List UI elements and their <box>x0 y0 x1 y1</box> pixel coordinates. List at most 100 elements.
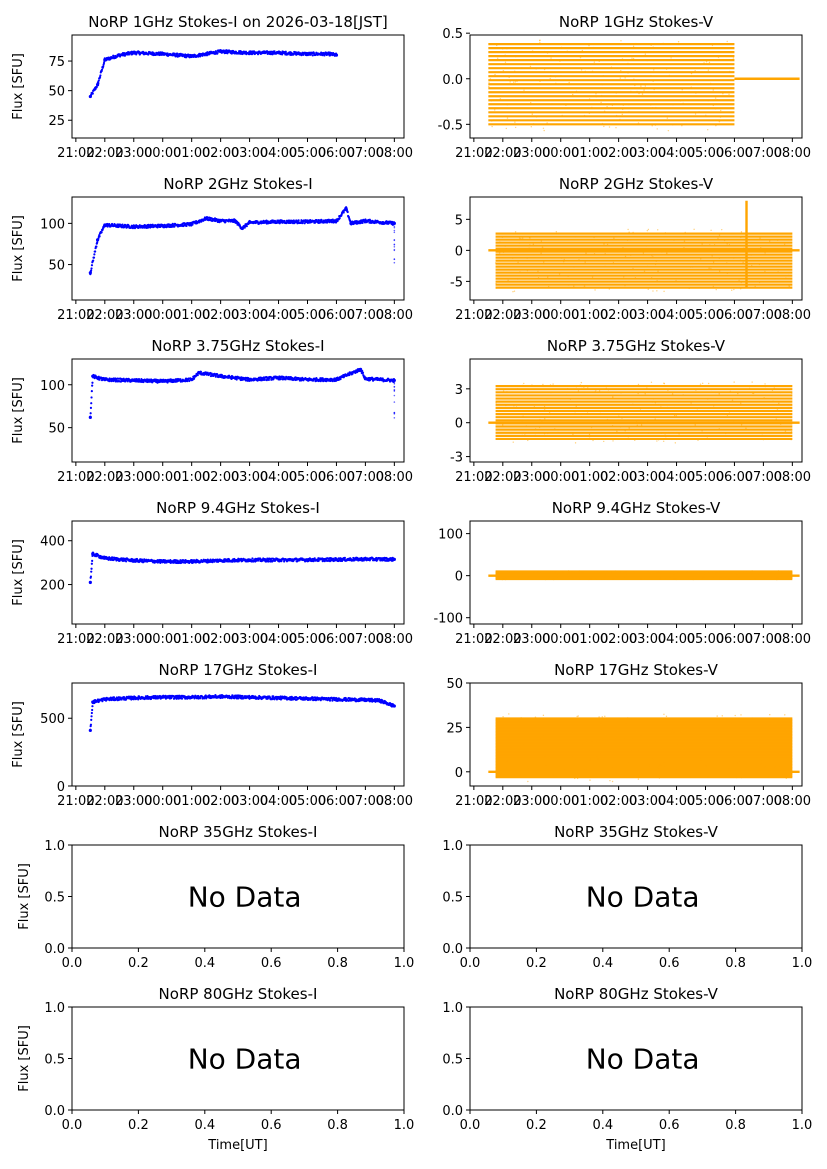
x-tick-label: 08:00 <box>774 632 811 647</box>
data-point <box>638 92 640 95</box>
data-point <box>622 108 624 111</box>
y-tick-label: 100 <box>438 528 463 543</box>
data-point <box>634 439 636 441</box>
data-point <box>673 414 676 417</box>
data-point <box>651 107 654 109</box>
data-point <box>507 279 509 282</box>
data-point <box>535 116 538 118</box>
data-point <box>547 576 550 579</box>
data-point <box>525 572 527 574</box>
data-point <box>580 69 583 71</box>
data-point <box>550 75 552 77</box>
data-point <box>603 243 605 245</box>
data-point <box>749 578 751 580</box>
data-point <box>627 578 629 580</box>
x-tick-label: 22:00 <box>86 470 123 485</box>
x-tick-label: 21:00 <box>455 632 492 647</box>
data-point <box>497 57 499 60</box>
data-point <box>615 570 617 573</box>
data-point <box>654 401 657 404</box>
y-tick-label: -5 <box>450 275 463 290</box>
data-point <box>89 412 92 415</box>
x-tick-label: 06:00 <box>318 794 355 809</box>
data-point <box>718 427 720 430</box>
data-point <box>563 258 565 261</box>
data-point <box>717 56 720 58</box>
data-point <box>771 576 773 578</box>
data-point <box>504 245 506 247</box>
data-point <box>190 54 194 58</box>
data-point <box>518 237 521 239</box>
data-point <box>263 378 266 381</box>
data-point <box>393 225 396 228</box>
data-point <box>650 276 653 279</box>
data-point <box>494 51 497 53</box>
plot-area <box>88 48 339 99</box>
x-tick-label: 07:00 <box>745 632 782 647</box>
data-point <box>511 257 514 259</box>
data-point <box>578 274 580 277</box>
data-point <box>527 439 529 442</box>
data-point <box>344 206 348 211</box>
data-point <box>498 252 501 254</box>
data-point <box>204 216 208 221</box>
data-point <box>712 89 714 91</box>
data-point <box>641 93 644 95</box>
y-tick-label: 5 <box>455 213 463 228</box>
data-point <box>640 85 642 87</box>
data-point <box>776 408 779 410</box>
data-point <box>739 259 742 261</box>
x-tick-label: 05:00 <box>289 794 326 809</box>
data-point <box>703 572 705 575</box>
data-point <box>580 416 582 418</box>
data-point <box>516 388 519 390</box>
data-point <box>780 423 782 425</box>
data-point <box>529 244 531 246</box>
data-point <box>619 571 621 573</box>
data-point <box>716 572 719 574</box>
data-point <box>516 80 518 83</box>
data-point <box>697 439 699 441</box>
data-point <box>284 50 287 53</box>
x-tick-label: 05:00 <box>687 470 724 485</box>
data-point <box>305 220 310 224</box>
data-point <box>541 420 543 422</box>
x-tick-label: 23:00 <box>115 794 152 809</box>
data-point <box>190 695 194 699</box>
data-point <box>515 262 517 264</box>
data-point <box>90 269 93 272</box>
data-point <box>707 382 710 385</box>
data-point <box>88 271 92 275</box>
x-tick-label: 08:00 <box>774 470 811 485</box>
data-point <box>651 401 653 403</box>
data-point <box>621 58 624 60</box>
data-point <box>656 128 658 130</box>
data-point <box>91 708 94 712</box>
x-tick-label: 00:00 <box>542 470 579 485</box>
data-point <box>684 231 686 234</box>
data-point <box>647 228 650 231</box>
y-axis-label: Flux [SFU] <box>11 539 26 606</box>
data-point <box>103 223 107 227</box>
data-point <box>521 67 523 69</box>
data-point <box>554 76 557 78</box>
data-point <box>494 75 496 77</box>
plot-area <box>88 551 396 585</box>
data-point <box>729 390 732 393</box>
data-point <box>91 381 94 384</box>
x-tick-label: 03:00 <box>629 632 666 647</box>
data-point <box>310 558 313 561</box>
data-point <box>520 578 523 580</box>
y-tick-label: 75 <box>48 55 65 70</box>
data-point <box>267 378 270 382</box>
data-point <box>588 112 591 114</box>
data-point <box>696 413 699 416</box>
data-point <box>499 241 501 243</box>
plot-area <box>88 694 396 733</box>
data-point <box>637 392 639 395</box>
data-point <box>185 224 188 228</box>
data-point <box>646 387 648 389</box>
data-point <box>746 577 749 579</box>
data-point <box>690 72 693 75</box>
x-tick-label: 04:00 <box>658 146 695 161</box>
